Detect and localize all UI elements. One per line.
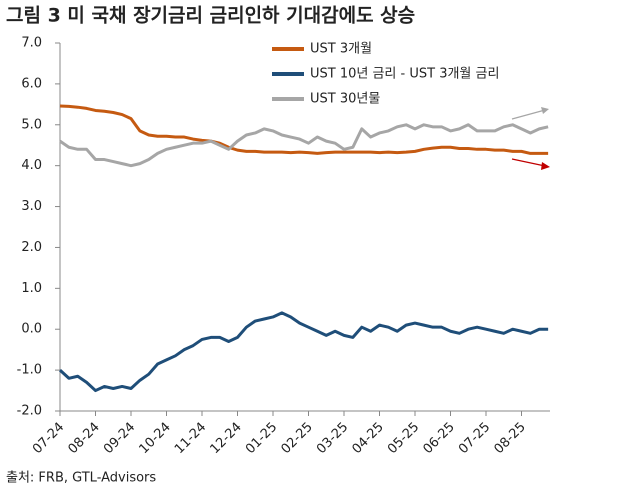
x-tick-label: 08-24 (65, 420, 102, 457)
y-tick-label: -1.0 (17, 363, 42, 378)
legend-label: UST 10년 금리 - UST 3개월 금리 (310, 67, 499, 82)
y-tick-label: 3.0 (21, 199, 42, 214)
y-tick-label: 6.0 (21, 76, 42, 91)
x-tick-label: 03-25 (314, 420, 351, 457)
x-tick-label: 09-24 (101, 420, 138, 457)
x-tick-label: 11-24 (172, 420, 209, 457)
source: 출처: FRB, GTL-Advisors (6, 471, 156, 486)
y-tick-label: 7.0 (21, 36, 42, 51)
y-tick-label: 5.0 (21, 117, 42, 132)
y-tick-label: 0.0 (21, 322, 42, 337)
x-tick-label: 12-24 (207, 420, 244, 457)
x-tick-label: 07-25 (456, 420, 493, 457)
x-tick-label: 10-24 (136, 420, 173, 457)
x-tick-label: 07-24 (30, 420, 67, 457)
series-line (59, 123, 549, 168)
x-tick-label: 05-25 (385, 420, 422, 457)
legend-label: UST 30년물 (310, 92, 380, 107)
x-tick-label: 06-25 (420, 420, 457, 457)
series-line (58, 311, 549, 393)
chart-title: 그림 3 미 국채 장기금리 금리인하 기대감에도 상승 (6, 5, 415, 27)
x-tick-label: 08-25 (491, 420, 528, 457)
series-line (59, 104, 549, 155)
x-tick-label: 02-25 (278, 420, 315, 457)
y-tick-label: 1.0 (21, 281, 42, 296)
y-tick-label: -2.0 (17, 404, 42, 419)
x-tick-label: 04-25 (349, 420, 386, 457)
legend-label: UST 3개월 (310, 42, 372, 57)
y-tick-label: 4.0 (21, 158, 42, 173)
x-tick-label: 01-25 (243, 420, 280, 457)
annotation-arrows (511, 107, 550, 170)
y-tick-label: 2.0 (21, 240, 42, 255)
